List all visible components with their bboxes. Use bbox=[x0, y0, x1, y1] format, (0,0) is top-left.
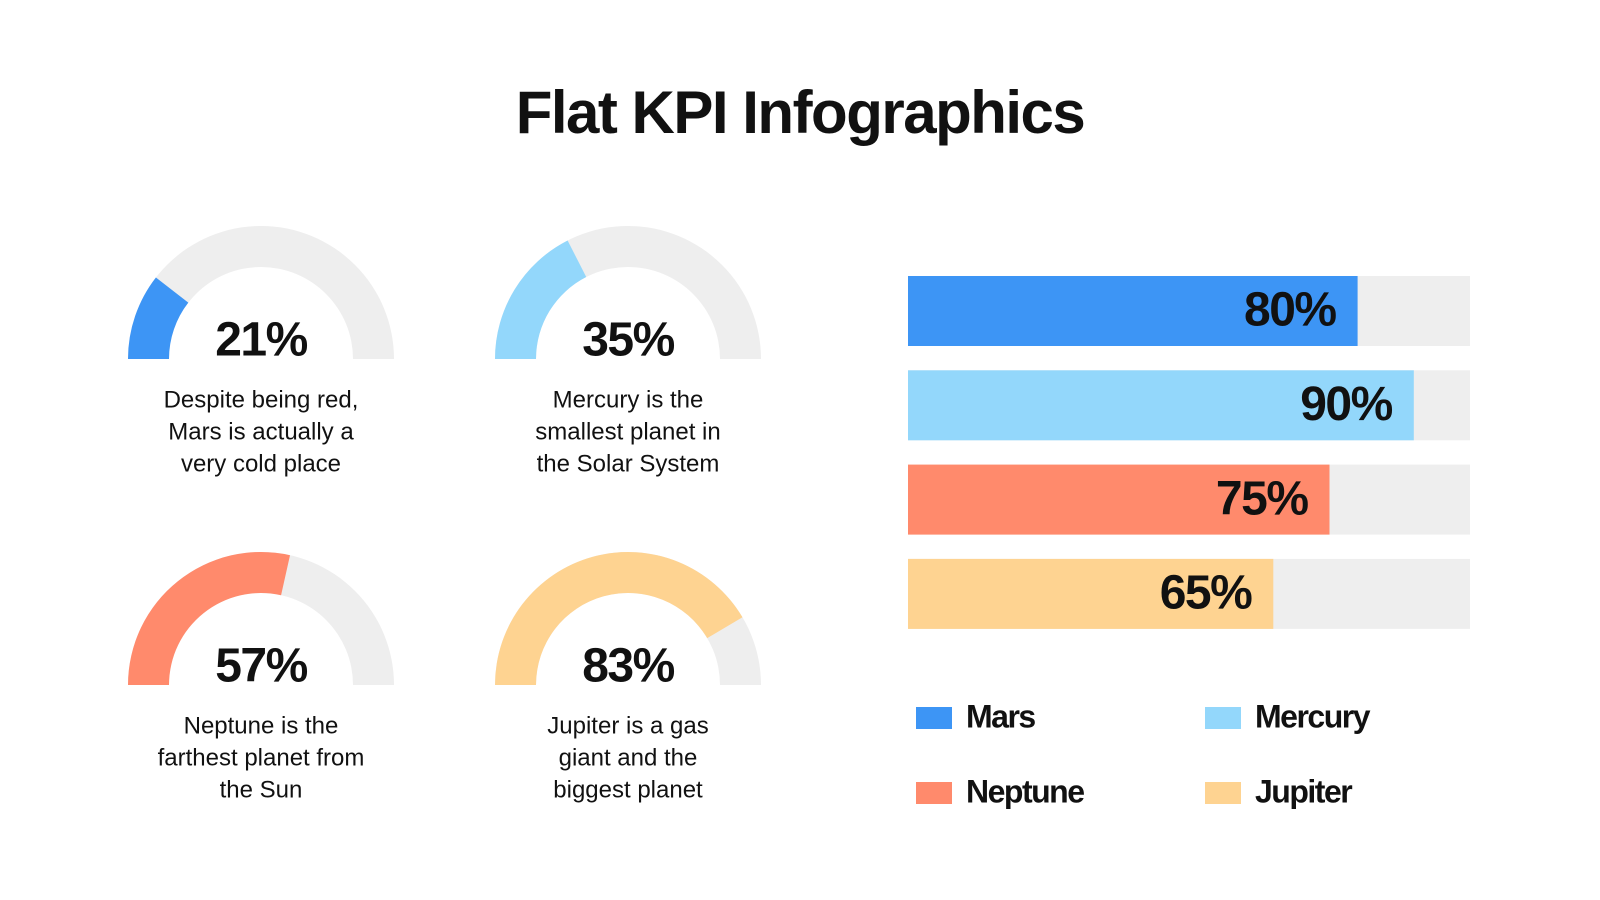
bar-value-label: 65% bbox=[1160, 567, 1252, 620]
gauge-value: 83% bbox=[582, 640, 674, 693]
legend-swatch bbox=[916, 707, 952, 729]
gauge-caption: Mercury is the bbox=[553, 386, 704, 413]
gauge-value: 35% bbox=[582, 314, 674, 367]
gauge-value: 21% bbox=[215, 314, 307, 367]
gauge-caption: the Solar System bbox=[537, 450, 720, 477]
bar bbox=[908, 464, 1330, 535]
bar-value-label: 80% bbox=[1244, 284, 1336, 337]
bar bbox=[908, 558, 1274, 629]
legend-label: Mars bbox=[966, 698, 1035, 734]
bar bbox=[908, 370, 1414, 441]
bar-value-label: 75% bbox=[1216, 472, 1308, 525]
gauge-arc bbox=[495, 551, 743, 685]
gauge-track bbox=[128, 226, 394, 359]
gauge-caption: Neptune is the bbox=[184, 712, 339, 739]
gauge-caption: farthest planet from bbox=[158, 744, 365, 771]
legend-label: Jupiter bbox=[1255, 773, 1352, 809]
legend-label: Neptune bbox=[966, 773, 1084, 809]
legend-label: Mercury bbox=[1255, 698, 1371, 734]
gauge-caption: Jupiter is a gas bbox=[547, 712, 708, 739]
gauge-caption: Despite being red, bbox=[164, 386, 359, 413]
title: Flat KPI Infographics bbox=[516, 79, 1085, 146]
gauge-caption: the Sun bbox=[220, 776, 303, 803]
bar bbox=[908, 276, 1358, 346]
gauge-caption: Mars is actually a bbox=[168, 418, 354, 445]
gauge-arc bbox=[128, 277, 189, 359]
gauge-arc bbox=[128, 552, 291, 685]
legend-swatch bbox=[916, 782, 952, 804]
gauge-caption: very cold place bbox=[181, 450, 341, 477]
gauge-value: 57% bbox=[215, 640, 307, 693]
legend-swatch bbox=[1205, 707, 1241, 729]
legend-swatch bbox=[1205, 782, 1241, 804]
gauge-arc bbox=[495, 240, 587, 359]
gauge-caption: smallest planet in bbox=[535, 418, 720, 445]
gauge-caption: biggest planet bbox=[553, 776, 703, 803]
bar-value-label: 90% bbox=[1300, 378, 1392, 431]
gauge-caption: giant and the bbox=[559, 744, 698, 771]
